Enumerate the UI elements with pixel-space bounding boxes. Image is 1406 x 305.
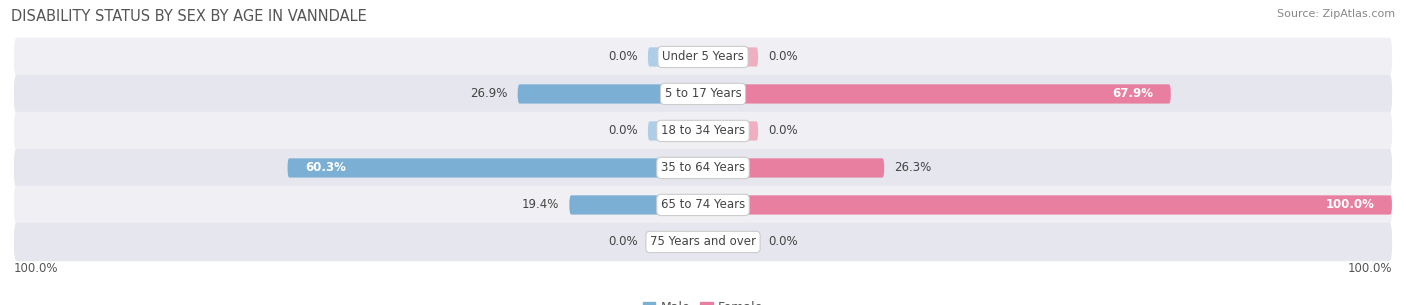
Text: Under 5 Years: Under 5 Years [662,50,744,63]
FancyBboxPatch shape [648,121,703,141]
Text: 75 Years and over: 75 Years and over [650,235,756,249]
Text: 0.0%: 0.0% [769,124,799,138]
Text: 0.0%: 0.0% [607,124,637,138]
Text: 26.3%: 26.3% [894,161,932,174]
Text: Source: ZipAtlas.com: Source: ZipAtlas.com [1277,9,1395,19]
Text: 100.0%: 100.0% [14,262,59,275]
FancyBboxPatch shape [14,38,1392,76]
Text: 60.3%: 60.3% [305,161,346,174]
FancyBboxPatch shape [569,195,703,215]
FancyBboxPatch shape [14,75,1392,113]
FancyBboxPatch shape [517,84,703,104]
Legend: Male, Female: Male, Female [638,296,768,305]
Text: 65 to 74 Years: 65 to 74 Years [661,199,745,211]
FancyBboxPatch shape [14,149,1392,187]
Text: DISABILITY STATUS BY SEX BY AGE IN VANNDALE: DISABILITY STATUS BY SEX BY AGE IN VANND… [11,9,367,24]
FancyBboxPatch shape [288,158,703,178]
FancyBboxPatch shape [703,47,758,66]
FancyBboxPatch shape [703,158,884,178]
FancyBboxPatch shape [703,121,758,141]
FancyBboxPatch shape [703,195,1392,215]
FancyBboxPatch shape [703,232,758,252]
Text: 67.9%: 67.9% [1112,88,1153,100]
FancyBboxPatch shape [14,112,1392,150]
Text: 0.0%: 0.0% [607,50,637,63]
Text: 100.0%: 100.0% [1347,262,1392,275]
Text: 100.0%: 100.0% [1326,199,1375,211]
FancyBboxPatch shape [703,84,1171,104]
Text: 5 to 17 Years: 5 to 17 Years [665,88,741,100]
Text: 18 to 34 Years: 18 to 34 Years [661,124,745,138]
Text: 19.4%: 19.4% [522,199,560,211]
FancyBboxPatch shape [648,47,703,66]
FancyBboxPatch shape [648,232,703,252]
Text: 26.9%: 26.9% [470,88,508,100]
FancyBboxPatch shape [14,186,1392,224]
Text: 0.0%: 0.0% [607,235,637,249]
FancyBboxPatch shape [14,223,1392,261]
Text: 0.0%: 0.0% [769,235,799,249]
Text: 35 to 64 Years: 35 to 64 Years [661,161,745,174]
Text: 0.0%: 0.0% [769,50,799,63]
